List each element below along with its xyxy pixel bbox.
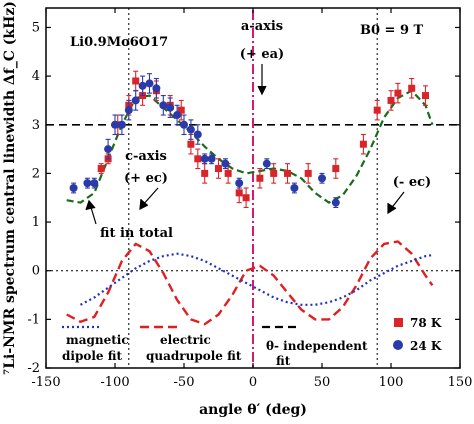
a-axis-direction: (+ ea) (240, 47, 284, 62)
point-78k (201, 169, 209, 177)
fit-total-curve (66, 89, 434, 204)
point-24k (111, 120, 119, 129)
point-78k (359, 140, 367, 148)
point-78k (387, 96, 395, 104)
x-tick-label: 150 (448, 375, 473, 390)
point-78k (284, 169, 291, 177)
legend-quadrupole-line2: quadrupole fit (146, 349, 242, 363)
legend-78k-marker (394, 318, 403, 327)
point-24k (193, 130, 202, 139)
point-78k (177, 106, 185, 114)
c-axis-direction: (+ ec) (124, 171, 168, 186)
point-24k (145, 79, 154, 88)
point-78k (408, 84, 416, 92)
point-78k (132, 77, 140, 85)
legend-24k-label: 24 K (410, 339, 442, 353)
compound-label: Li0.9Mo6O17 (70, 35, 168, 50)
legend-24k-marker (393, 340, 403, 350)
point-24k (186, 125, 195, 134)
y-tick-label: -1 (27, 312, 40, 327)
point-24k (290, 184, 299, 192)
quadrupole-fit-curve (66, 240, 434, 326)
legend-dipole-line2: dipole fit (62, 349, 122, 363)
point-78k (194, 155, 202, 163)
x-tick-label: 0 (249, 375, 257, 390)
x-tick-label: 100 (379, 375, 404, 390)
y-tick-label: -2 (27, 361, 40, 376)
legend-dipole-line1: magnetic (66, 333, 129, 347)
legend-78k-label: 78 K (410, 316, 442, 330)
point-24k (180, 120, 188, 129)
point-24k (331, 198, 340, 207)
point-24k (318, 174, 326, 183)
point-24k (124, 106, 133, 115)
point-24k (166, 103, 175, 112)
point-24k (221, 159, 230, 168)
legend-independent-line1: θ- independent (266, 339, 368, 353)
point-24k (152, 84, 161, 93)
point-78k (373, 106, 381, 114)
y-tick-label: 3 (32, 118, 40, 133)
point-78k (215, 165, 222, 173)
y-tick-label: 2 (32, 166, 40, 181)
point-24k (90, 179, 99, 188)
point-24k (262, 159, 271, 168)
point-78k (97, 165, 105, 173)
point-78k (270, 169, 278, 177)
field-label: B0 = 9 T (360, 23, 424, 38)
fit-in-total-arrowhead (85, 199, 96, 211)
annotation-arrows (85, 64, 405, 225)
point-78k (394, 89, 402, 97)
point-78k (187, 140, 195, 148)
x-tick-label: -50 (174, 375, 195, 390)
point-24k (69, 184, 78, 192)
legend-independent-line2: fit (276, 354, 291, 368)
minus-ec-arrowhead (387, 203, 397, 215)
point-24k (159, 101, 168, 110)
a-axis-label: a-axis (241, 19, 283, 34)
point-78k (332, 165, 340, 173)
point-78k (304, 169, 312, 177)
y-tick-label: 4 (32, 69, 40, 84)
point-78k (224, 169, 232, 177)
x-axis-title: angle θ′ (deg) (199, 402, 307, 418)
a-axis-arrowhead (257, 85, 267, 96)
point-24k (200, 154, 209, 163)
point-24k (235, 179, 244, 188)
x-tick-label: 50 (314, 375, 331, 390)
point-78k (242, 194, 250, 202)
point-78k (256, 174, 264, 182)
y-tick-label: 0 (32, 264, 40, 279)
point-78k (235, 189, 243, 197)
legend-quadrupole-line1: electric (160, 333, 211, 347)
x-tick-label: -150 (31, 375, 60, 390)
point-24k (131, 96, 140, 105)
point-24k (117, 120, 126, 129)
legend: magnetic dipole fit electric quadrupole … (62, 316, 442, 368)
dipole-fit-curve (79, 252, 433, 306)
fit-in-total-label: fit in total (100, 226, 173, 241)
point-24k (173, 111, 182, 120)
y-axis-title: ⁷Li-NMR spectrum central linewidth Δf_C … (2, 1, 18, 375)
minus-ec-label: (- ec) (393, 175, 431, 190)
point-24k (138, 81, 147, 90)
y-tick-label: 1 (32, 215, 40, 230)
point-78k (422, 92, 429, 100)
point-24k (104, 145, 113, 154)
point-24k (207, 154, 216, 163)
x-tick-label: -100 (100, 375, 129, 390)
y-tick-label: 5 (32, 20, 40, 35)
c-axis-label: c-axis (125, 149, 167, 164)
point-24k (83, 179, 92, 188)
c-axis-arrowhead (139, 198, 149, 211)
